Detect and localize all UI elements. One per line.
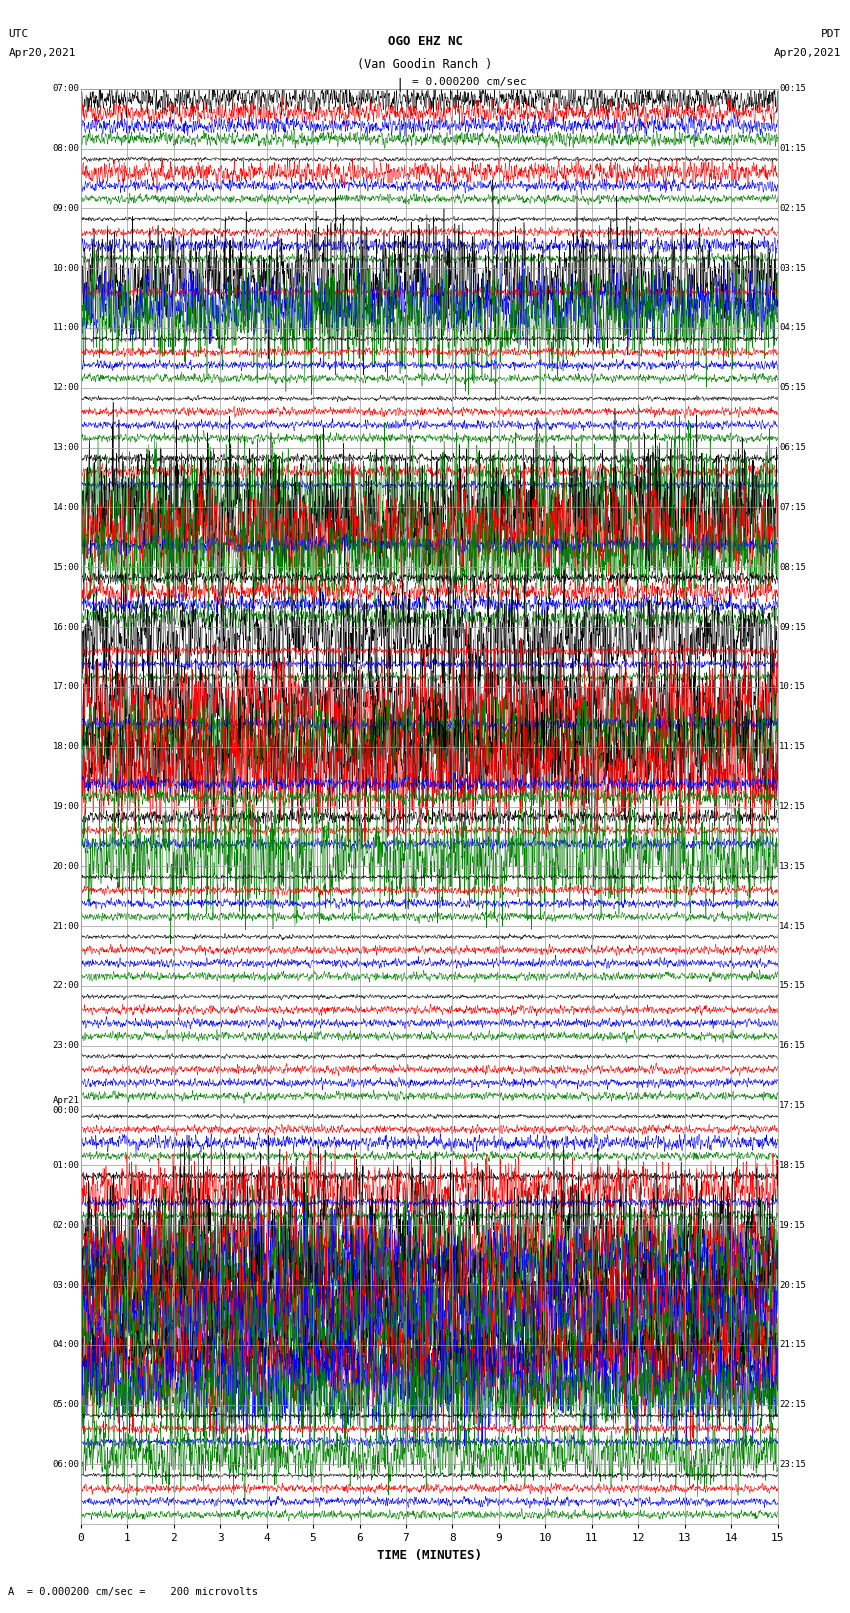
Text: 23:00: 23:00 [53, 1042, 79, 1050]
Text: OGO EHZ NC: OGO EHZ NC [388, 35, 462, 48]
Text: 14:00: 14:00 [53, 503, 79, 511]
Text: 04:00: 04:00 [53, 1340, 79, 1350]
Text: 22:15: 22:15 [779, 1400, 806, 1410]
Text: 02:00: 02:00 [53, 1221, 79, 1229]
Text: 20:00: 20:00 [53, 861, 79, 871]
Text: 18:15: 18:15 [779, 1161, 806, 1169]
Text: (Van Goodin Ranch ): (Van Goodin Ranch ) [357, 58, 493, 71]
Text: 13:15: 13:15 [779, 861, 806, 871]
Text: Apr20,2021: Apr20,2021 [774, 48, 842, 58]
Text: 08:15: 08:15 [779, 563, 806, 571]
Text: 04:15: 04:15 [779, 324, 806, 332]
Text: 09:00: 09:00 [53, 203, 79, 213]
Text: 17:15: 17:15 [779, 1102, 806, 1110]
Text: |: | [395, 77, 404, 92]
Text: 11:15: 11:15 [779, 742, 806, 752]
X-axis label: TIME (MINUTES): TIME (MINUTES) [377, 1548, 482, 1561]
Text: 12:00: 12:00 [53, 384, 79, 392]
Text: = 0.000200 cm/sec: = 0.000200 cm/sec [412, 77, 527, 87]
Text: 07:00: 07:00 [53, 84, 79, 94]
Text: 23:15: 23:15 [779, 1460, 806, 1469]
Text: Apr21
00:00: Apr21 00:00 [53, 1095, 79, 1115]
Text: 13:00: 13:00 [53, 444, 79, 452]
Text: 16:00: 16:00 [53, 623, 79, 632]
Text: 09:15: 09:15 [779, 623, 806, 632]
Text: 06:15: 06:15 [779, 444, 806, 452]
Text: 20:15: 20:15 [779, 1281, 806, 1289]
Text: UTC: UTC [8, 29, 29, 39]
Text: 01:15: 01:15 [779, 144, 806, 153]
Text: 18:00: 18:00 [53, 742, 79, 752]
Text: 03:15: 03:15 [779, 263, 806, 273]
Text: 05:00: 05:00 [53, 1400, 79, 1410]
Text: 02:15: 02:15 [779, 203, 806, 213]
Text: 21:15: 21:15 [779, 1340, 806, 1350]
Text: 19:15: 19:15 [779, 1221, 806, 1229]
Text: 12:15: 12:15 [779, 802, 806, 811]
Text: 06:00: 06:00 [53, 1460, 79, 1469]
Text: 19:00: 19:00 [53, 802, 79, 811]
Text: 17:00: 17:00 [53, 682, 79, 692]
Text: 00:15: 00:15 [779, 84, 806, 94]
Text: 21:00: 21:00 [53, 921, 79, 931]
Text: 14:15: 14:15 [779, 921, 806, 931]
Text: PDT: PDT [821, 29, 842, 39]
Text: 10:15: 10:15 [779, 682, 806, 692]
Text: Apr20,2021: Apr20,2021 [8, 48, 76, 58]
Text: 08:00: 08:00 [53, 144, 79, 153]
Text: 10:00: 10:00 [53, 263, 79, 273]
Text: 22:00: 22:00 [53, 981, 79, 990]
Text: A  = 0.000200 cm/sec =    200 microvolts: A = 0.000200 cm/sec = 200 microvolts [8, 1587, 258, 1597]
Text: 05:15: 05:15 [779, 384, 806, 392]
Text: 15:00: 15:00 [53, 563, 79, 571]
Text: 07:15: 07:15 [779, 503, 806, 511]
Text: 01:00: 01:00 [53, 1161, 79, 1169]
Text: 15:15: 15:15 [779, 981, 806, 990]
Text: 11:00: 11:00 [53, 324, 79, 332]
Text: 03:00: 03:00 [53, 1281, 79, 1289]
Text: 16:15: 16:15 [779, 1042, 806, 1050]
